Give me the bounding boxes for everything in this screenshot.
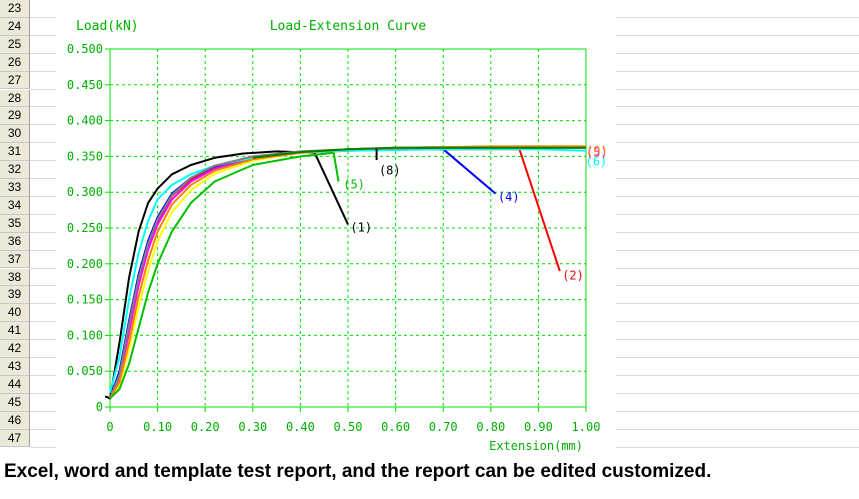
chart-tick-labels: 0 0.10 0.20 0.30 0.40 0.50 0.60 0.70 0.80 0.90 1.0… [67, 42, 601, 434]
plot-frame [109, 48, 587, 408]
y-tick-label: 0.050 [67, 364, 103, 378]
series-line [252, 146, 586, 159]
row-number[interactable]: 30 [0, 125, 30, 144]
row-number[interactable]: 37 [0, 250, 30, 269]
x-tick-label: 1.00 [572, 420, 601, 434]
chart-axes [105, 48, 587, 412]
row-number[interactable]: 28 [0, 89, 30, 108]
chart-title: Load-Extension Curve [270, 19, 427, 34]
series-annotation: (2) [562, 269, 584, 283]
series-line [104, 150, 315, 400]
x-tick-label: 0.10 [143, 420, 172, 434]
y-tick-label: 0.200 [67, 257, 103, 271]
row-number[interactable]: 46 [0, 411, 30, 430]
chart-plot-background [56, 6, 616, 458]
report-caption: Excel, word and template test report, an… [4, 461, 712, 482]
y-tick-label: 0.350 [67, 149, 103, 163]
row-number[interactable]: 38 [0, 268, 30, 287]
series-annotation: (4) [498, 190, 520, 204]
row-number[interactable]: 43 [0, 358, 30, 376]
row-number[interactable]: 42 [0, 340, 30, 358]
y-tick-label: 0.250 [67, 221, 103, 235]
series-annotation: (6) [586, 155, 608, 169]
row-number[interactable]: 27 [0, 71, 30, 90]
x-tick-label: 0.70 [429, 420, 458, 434]
x-tick-label: 0.20 [191, 420, 220, 434]
x-tick-label: 0.50 [334, 420, 363, 434]
spreadsheet-area: 23 24 25 26 27 28 29 30 31 32 33 34 35 36 37 38 39 40 41 42… [0, 0, 859, 460]
y-tick-label: 0.500 [67, 42, 103, 56]
x-tick-label: 0.90 [524, 420, 553, 434]
row-number[interactable]: 45 [0, 393, 30, 412]
series-line [442, 148, 497, 195]
y-tick-label: 0.300 [67, 185, 103, 199]
series-annotation: (1) [350, 221, 372, 235]
row-number[interactable]: 35 [0, 214, 30, 233]
series-line [518, 148, 561, 272]
chart-y-axis-label: Load(kN) [76, 19, 139, 34]
row-number[interactable]: 34 [0, 196, 30, 215]
chart-series [104, 145, 587, 400]
row-number[interactable]: 36 [0, 232, 30, 251]
row-number[interactable]: 24 [0, 17, 30, 36]
x-tick-label: 0.60 [381, 420, 410, 434]
row-number[interactable]: 44 [0, 375, 30, 394]
row-number[interactable]: 47 [0, 429, 30, 448]
x-tick-label: 0.30 [238, 420, 267, 434]
row-number[interactable]: 32 [0, 161, 30, 179]
row-number[interactable]: 31 [0, 143, 30, 162]
row-number[interactable]: 33 [0, 179, 30, 197]
series-annotation: (5) [586, 145, 608, 159]
row-number[interactable]: 26 [0, 53, 30, 72]
series-annotation: (8) [379, 163, 401, 177]
x-tick-label: 0.40 [286, 420, 315, 434]
load-extension-chart: 0 0.10 0.20 0.30 0.40 0.50 0.60 0.70 0.80 0.90 1.0… [56, 6, 616, 458]
row-number[interactable]: 39 [0, 286, 30, 305]
chart-x-axis-label: Extension(mm) [489, 439, 583, 453]
series-annotation: (5) [343, 178, 365, 192]
row-number[interactable]: 40 [0, 304, 30, 323]
row-number[interactable]: 23 [0, 0, 30, 18]
row-number[interactable]: 25 [0, 35, 30, 54]
chart-annotations: (1)(2)(4)(5)(8)(6)(5)(9) [343, 144, 607, 283]
x-tick-label: 0 [106, 420, 113, 434]
row-number[interactable]: 41 [0, 322, 30, 341]
row-number[interactable]: 29 [0, 107, 30, 126]
y-tick-label: 0.450 [67, 78, 103, 92]
series-annotation: (9) [586, 144, 608, 158]
y-tick-label: 0.100 [67, 328, 103, 342]
row-header-column: 23 24 25 26 27 28 29 30 31 32 33 34 35 36 37 38 39 40 41 42… [0, 0, 30, 460]
y-tick-label: 0 [96, 400, 103, 414]
series-line [332, 152, 340, 182]
y-tick-label: 0.150 [67, 293, 103, 307]
series-line [313, 152, 349, 225]
y-tick-label: 0.400 [67, 114, 103, 128]
x-tick-label: 0.80 [476, 420, 505, 434]
series-line [109, 151, 334, 400]
